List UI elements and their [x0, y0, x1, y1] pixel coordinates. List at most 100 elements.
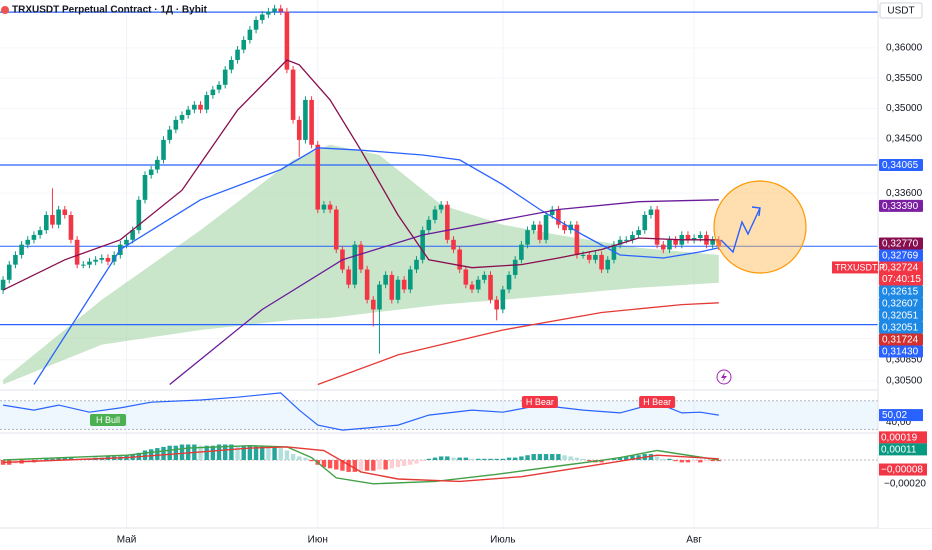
macd-histogram-bar	[488, 458, 493, 460]
signal-badge	[521, 396, 558, 408]
candle-body	[74, 239, 80, 265]
moving-average	[169, 199, 719, 386]
candle-body	[136, 199, 142, 231]
candle-body	[272, 8, 277, 12]
candle-body	[321, 204, 327, 210]
candle-body	[377, 284, 382, 310]
y-tick-label: 0,35500	[886, 73, 923, 84]
macd-histogram-bar	[56, 457, 61, 460]
candle-body	[198, 104, 203, 110]
candle-body	[68, 214, 74, 240]
candle-body	[327, 204, 333, 210]
y-tick-label: 0,34500	[886, 133, 923, 144]
candle-body	[216, 84, 222, 90]
candle-body	[537, 224, 543, 240]
candle-body	[549, 209, 555, 215]
moving-average	[33, 147, 719, 385]
signal-label: H Bear	[526, 397, 554, 407]
price-tag	[879, 261, 923, 286]
candle-body	[62, 209, 68, 215]
price-tag	[879, 159, 923, 172]
y-tick-label: 0,30850	[886, 354, 923, 365]
candle-body	[43, 214, 49, 231]
macd-histogram-bar	[364, 460, 370, 471]
macd-histogram-bar	[550, 454, 555, 460]
candle-body	[241, 39, 247, 50]
candle-body	[543, 214, 549, 240]
macd-histogram-bar	[68, 457, 74, 460]
macd-histogram-bar	[414, 460, 419, 464]
candle-body	[488, 274, 493, 300]
x-tick-label: Июль	[490, 535, 516, 546]
macd-histogram-bar	[216, 444, 222, 460]
macd-histogram-bar	[358, 460, 364, 471]
candle-body	[673, 239, 678, 245]
candle-body	[586, 254, 592, 260]
macd-histogram-bar	[303, 457, 308, 460]
candle-body	[562, 224, 567, 231]
y-tick-label: 0,30500	[886, 376, 923, 387]
candle-body	[235, 49, 240, 60]
macd-histogram-bar	[173, 445, 179, 460]
macd-histogram-bar	[519, 456, 524, 460]
macd-histogram-bar	[574, 457, 580, 460]
macd-histogram-bar	[309, 460, 314, 462]
candle-body	[630, 234, 635, 240]
candle-body	[463, 269, 469, 285]
macd-tag-label: 0,00011	[881, 445, 917, 456]
price-tag-label: 0,33390	[882, 201, 919, 212]
candle-body	[426, 219, 432, 231]
price-tag-label: 0,32051	[882, 323, 919, 334]
candle-body	[691, 237, 697, 240]
macd-histogram-bar	[321, 460, 327, 468]
candle-body	[383, 274, 388, 285]
candle-body	[80, 264, 86, 266]
symbol-icon	[1, 6, 9, 14]
candle-body	[31, 234, 37, 240]
candle-body	[247, 29, 253, 40]
candle-body	[395, 279, 401, 300]
macd-line	[3, 446, 719, 483]
signal-badge	[639, 396, 676, 408]
macd-histogram-bar	[500, 458, 506, 460]
macd-histogram-bar	[223, 444, 228, 460]
macd-histogram-bar	[408, 460, 413, 465]
candle-body	[574, 224, 580, 255]
macd-histogram-bar	[469, 458, 475, 460]
macd-histogram-bar	[235, 445, 240, 460]
candle-body	[99, 257, 105, 260]
candle-body	[642, 214, 648, 231]
currency-box[interactable]	[879, 2, 923, 19]
candle-body	[284, 11, 290, 70]
candle-body	[173, 119, 179, 130]
macd-histogram-bar	[525, 455, 530, 460]
candle-body	[93, 259, 98, 262]
y-tick-label: 0,33600	[886, 188, 923, 199]
plot-area: H Bull H Bear H Bear	[0, 0, 878, 528]
price-tag-label: 0,32724	[882, 263, 919, 274]
arrow-head	[751, 206, 761, 217]
price-tag-label: 0,32615	[882, 287, 919, 298]
candle-body	[130, 230, 135, 240]
macd-histogram-bar	[290, 454, 296, 460]
candle-body	[469, 284, 475, 290]
macd-histogram-bar	[241, 445, 246, 460]
rsi-tick-label: 40,00	[886, 417, 911, 428]
y-tick-label: 0,35000	[886, 103, 923, 114]
macd-histogram-bar	[494, 458, 499, 460]
candle-body	[599, 254, 604, 270]
x-tick-label: Авг	[686, 535, 702, 546]
signal-badge	[89, 414, 126, 426]
macd-histogram-bar	[272, 446, 277, 460]
macd-tick-label: −0,00020	[884, 478, 926, 489]
macd-histogram-bar	[506, 457, 512, 460]
macd-histogram-bar	[167, 445, 172, 460]
event-icon[interactable]	[716, 369, 732, 385]
lightning	[721, 372, 727, 382]
macd-histogram-bar	[648, 454, 654, 460]
candle-body	[87, 261, 92, 265]
macd-tag	[879, 463, 927, 476]
macd-histogram-bar	[278, 448, 283, 460]
candle-body	[204, 95, 209, 110]
x-tick-label: Июн	[308, 535, 328, 546]
